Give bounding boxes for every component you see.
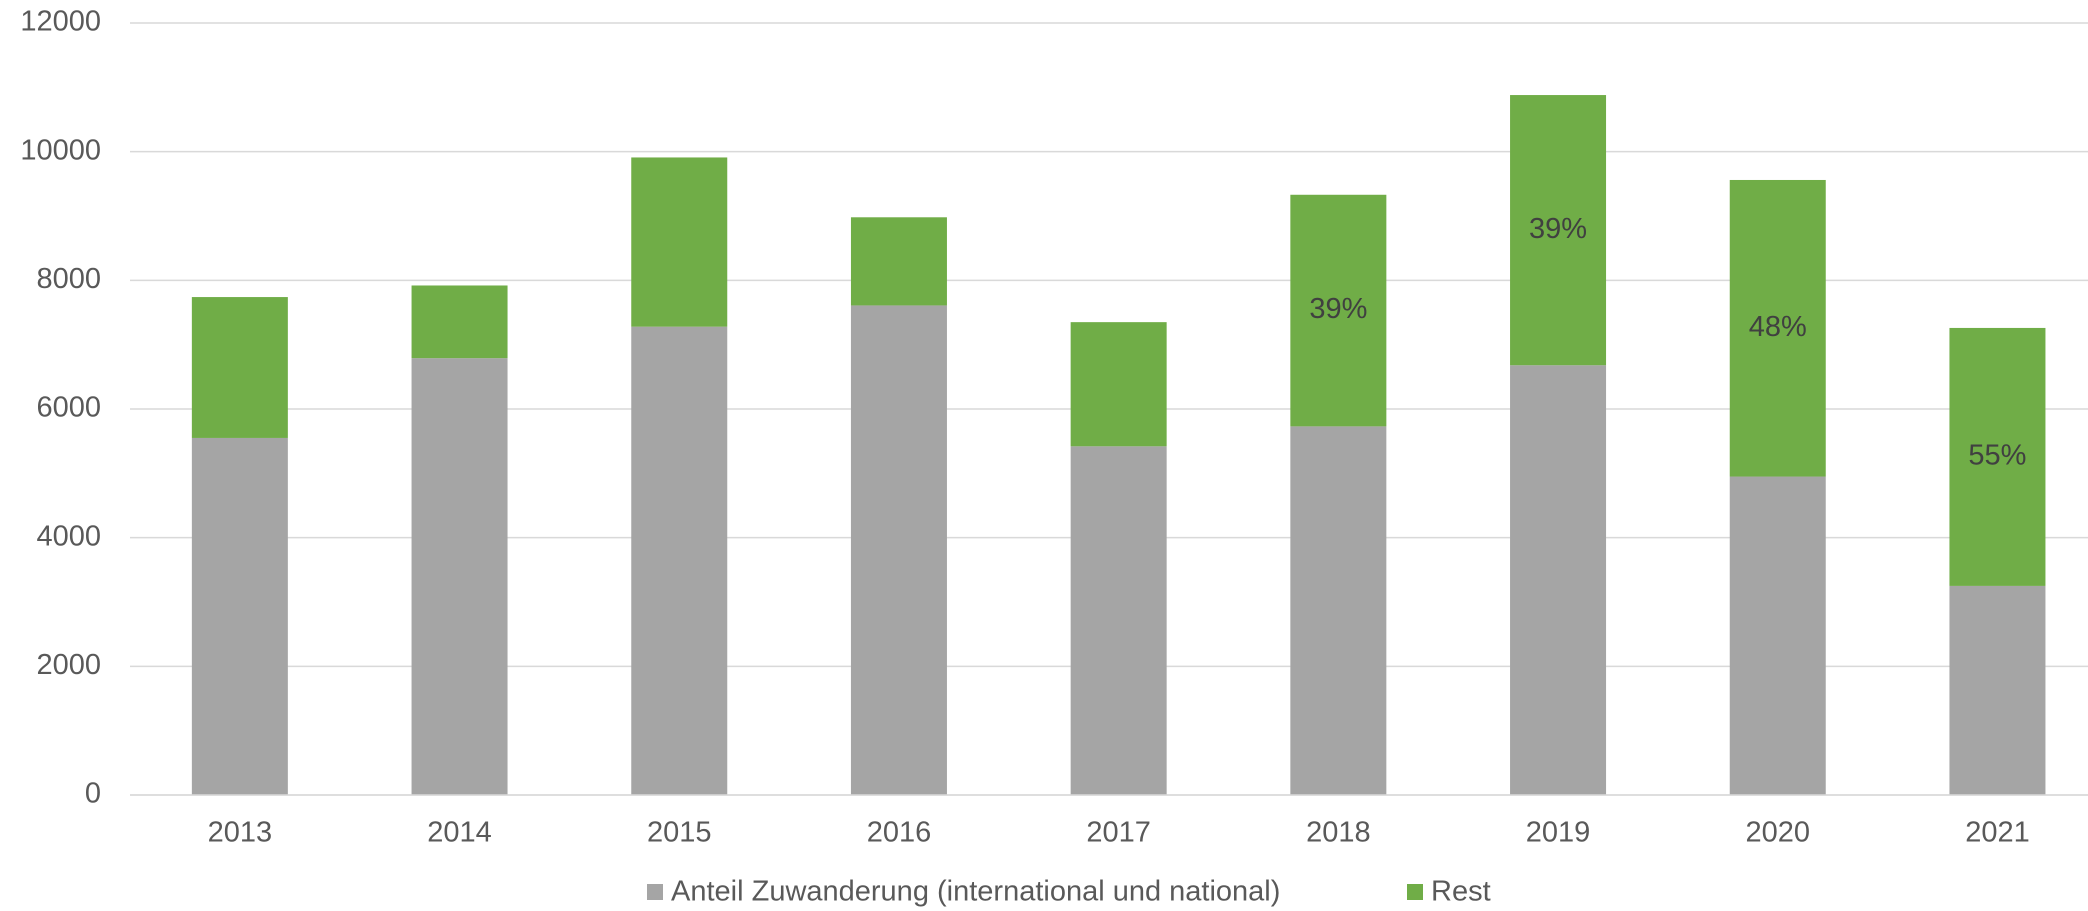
x-tick-label: 2014 (427, 817, 492, 849)
data-label: 55% (1968, 440, 2026, 472)
bar-segment (1510, 365, 1607, 795)
y-tick-label: 10000 (20, 134, 101, 166)
bar-segment (1290, 426, 1387, 795)
bar-segment (631, 326, 728, 795)
legend-label: Anteil Zuwanderung (international und na… (671, 876, 1280, 908)
x-tick-label: 2019 (1526, 817, 1591, 849)
x-tick-label: 2013 (208, 817, 273, 849)
bar-segment (411, 285, 508, 359)
x-tick-label: 2016 (867, 817, 932, 849)
bar-segment (1949, 585, 2046, 795)
legend-swatch (1407, 884, 1423, 900)
bar-segment (1510, 95, 1607, 366)
legend-label: Rest (1431, 876, 1491, 908)
x-tick-label: 2021 (1965, 817, 2030, 849)
x-tick-label: 2015 (647, 817, 712, 849)
bar-segment (1290, 194, 1387, 427)
bar-segment (191, 297, 288, 438)
bar-segment (191, 437, 288, 795)
data-label: 39% (1309, 293, 1367, 325)
x-tick-label: 2020 (1745, 817, 1810, 849)
bar-segment (850, 217, 947, 306)
y-tick-label: 12000 (20, 6, 101, 38)
data-label: 39% (1529, 213, 1587, 245)
bar-segment (1070, 322, 1167, 447)
bar-segment (631, 157, 728, 327)
bar-segment (1729, 179, 1826, 477)
y-tick-label: 6000 (36, 392, 101, 424)
y-tick-label: 4000 (36, 520, 101, 552)
y-tick-label: 8000 (36, 263, 101, 295)
legend-swatch (647, 884, 663, 900)
y-tick-label: 0 (85, 778, 101, 810)
y-tick-label: 2000 (36, 649, 101, 681)
x-tick-label: 2018 (1306, 817, 1371, 849)
bar-segment (1070, 446, 1167, 795)
bar-segment (411, 358, 508, 795)
bar-segment (1729, 476, 1826, 795)
bar-segment (1949, 327, 2046, 586)
data-label: 48% (1749, 311, 1807, 343)
bar-segment (850, 305, 947, 795)
x-tick-label: 2017 (1086, 817, 1151, 849)
